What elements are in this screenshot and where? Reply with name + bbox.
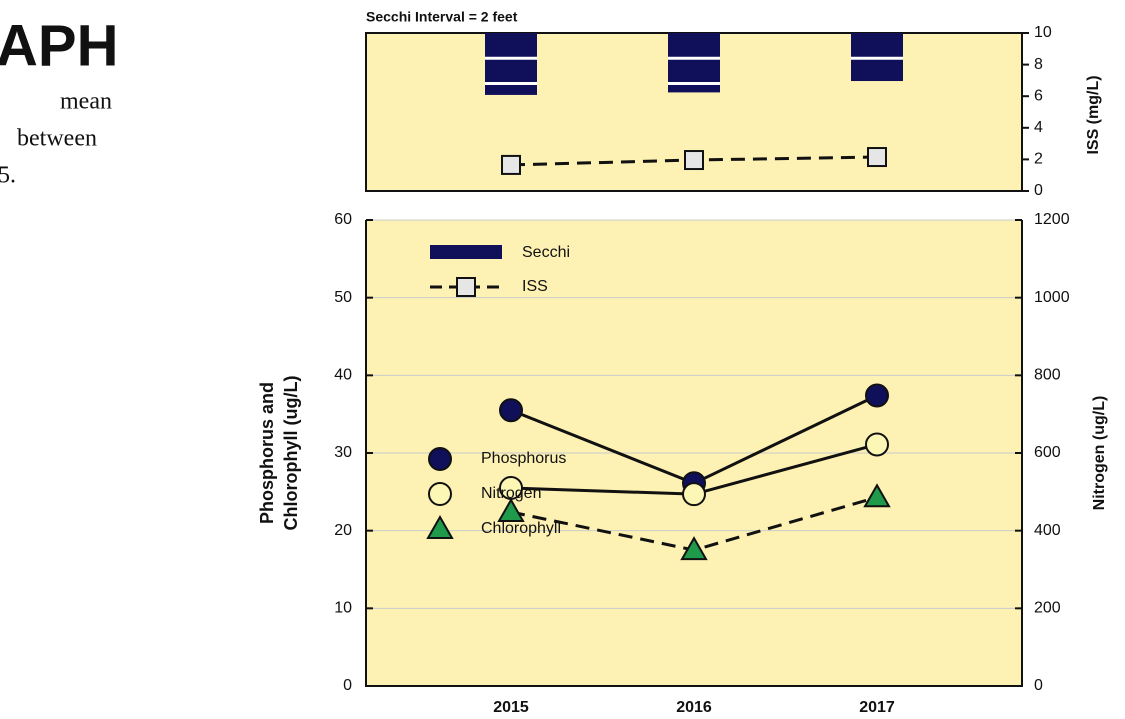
legend-marker	[426, 514, 454, 539]
y2-tick-label: 10	[1034, 24, 1052, 41]
axis-frame	[365, 220, 1023, 687]
y2-tick-label: 800	[1034, 367, 1061, 384]
legend-label: ISS	[522, 278, 548, 295]
legend-label: Chlorophyll	[481, 520, 561, 537]
legend-label: Nitrogen	[481, 485, 541, 502]
body-text: between	[17, 126, 97, 152]
y2-axis-label: ISS (mg/L)	[1085, 75, 1102, 154]
y-tick-label: 20	[334, 522, 352, 539]
legend-swatch	[430, 245, 502, 259]
iss-marker	[501, 154, 521, 175]
y2-tick-label: 400	[1034, 522, 1061, 539]
x-tick-label: 2015	[493, 699, 529, 716]
data-marker	[499, 398, 523, 423]
x-tick-label: 2017	[859, 699, 895, 716]
y2-tick-label: 0	[1034, 677, 1043, 694]
y-tick-label: 60	[334, 211, 352, 228]
y2-tick-label: 4	[1034, 119, 1043, 136]
y-tick-label: 0	[343, 677, 352, 694]
y-axis-label: Chlorophyll (ug/L)	[281, 376, 301, 531]
y-tick-label: 30	[334, 444, 352, 461]
body-text: mean	[60, 89, 112, 115]
body-text: 5.	[0, 163, 16, 189]
legend-marker	[428, 482, 452, 506]
y2-tick-label: 8	[1034, 56, 1043, 73]
y2-tick-label: 600	[1034, 444, 1061, 461]
heading: APH	[0, 13, 118, 78]
iss-marker	[684, 150, 704, 171]
y-tick-label: 40	[334, 367, 352, 384]
legend-marker	[428, 447, 452, 471]
y-tick-label: 10	[334, 600, 352, 617]
data-marker	[680, 536, 708, 561]
data-marker	[865, 383, 889, 408]
data-marker	[865, 432, 889, 457]
data-marker	[497, 498, 525, 523]
y2-tick-label: 0	[1034, 182, 1043, 199]
data-marker	[682, 482, 706, 507]
secchi-bar	[485, 33, 537, 95]
legend-label: Phosphorus	[481, 450, 566, 467]
y2-tick-label: 6	[1034, 87, 1043, 104]
data-marker	[863, 483, 891, 508]
y-tick-label: 50	[334, 289, 352, 306]
y-axis-label: Phosphorus and	[257, 382, 277, 524]
iss-marker	[867, 147, 887, 168]
x-tick-label: 2016	[676, 699, 712, 716]
y2-axis-label: Nitrogen (ug/L)	[1091, 396, 1108, 511]
legend-label: Secchi	[522, 244, 570, 261]
y2-tick-label: 200	[1034, 600, 1061, 617]
panel-title: Secchi Interval = 2 feet	[366, 9, 518, 25]
y2-tick-label: 1200	[1034, 211, 1070, 228]
legend-marker	[456, 277, 476, 297]
y2-tick-label: 2	[1034, 151, 1043, 168]
y2-tick-label: 1000	[1034, 289, 1070, 306]
